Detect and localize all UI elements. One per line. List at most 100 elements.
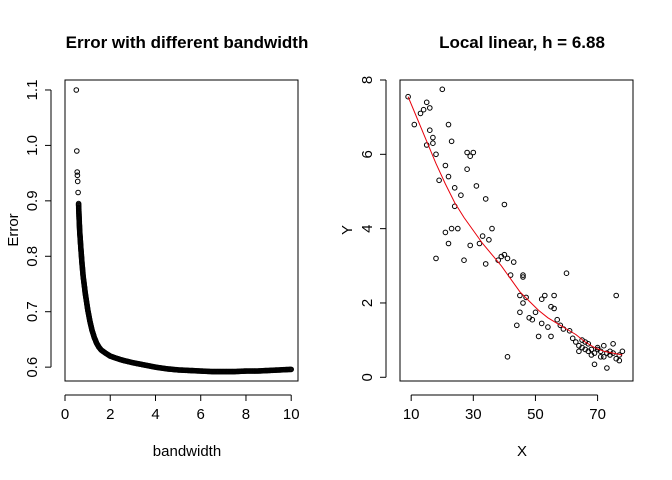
y-tick-label: 0.8 xyxy=(24,246,41,267)
data-point xyxy=(405,93,411,100)
data-point xyxy=(517,309,523,316)
data-point xyxy=(535,333,542,340)
x-axis: 0 2 4 6 8 10 xyxy=(61,394,300,423)
y-tick-label: 8 xyxy=(359,76,376,84)
data-point xyxy=(551,292,557,299)
data-point xyxy=(523,294,529,301)
plot-frame xyxy=(64,79,299,382)
data-point xyxy=(439,86,446,93)
chart-title: Error with different bandwidth xyxy=(66,33,309,52)
data-point xyxy=(566,328,573,334)
data-point xyxy=(613,292,620,299)
x-axis: 10 30 50 70 xyxy=(403,394,606,423)
data-point xyxy=(501,201,508,208)
data-point xyxy=(551,305,557,312)
x-tick-label: 10 xyxy=(403,406,420,423)
data-point xyxy=(542,292,548,299)
data-point xyxy=(411,121,418,128)
x-axis-title: X xyxy=(517,443,527,460)
data-point xyxy=(473,183,480,189)
chart-title: Local linear, h = 6.88 xyxy=(439,33,605,52)
data-point xyxy=(430,134,436,141)
data-point xyxy=(610,341,616,347)
y-tick-label: 6 xyxy=(359,150,376,158)
data-point xyxy=(489,225,495,232)
data-point xyxy=(479,233,486,239)
data-point xyxy=(464,166,470,172)
data-point xyxy=(601,354,607,360)
data-point xyxy=(445,173,452,180)
data-point xyxy=(520,272,526,278)
error-bandwidth-panel: Error with different bandwidth bandwidth… xyxy=(5,33,308,460)
y-tick-label: 1.0 xyxy=(24,135,41,156)
fit-layer xyxy=(407,96,623,356)
x-tick-label: 10 xyxy=(283,406,300,423)
data-point xyxy=(591,361,598,368)
data-point xyxy=(476,240,483,247)
fit-line xyxy=(407,96,623,356)
data-point xyxy=(585,341,592,347)
data-point xyxy=(482,261,489,267)
error-points xyxy=(73,87,295,375)
data-point xyxy=(461,257,467,264)
y-tick-label: 2 xyxy=(359,299,376,307)
data-point xyxy=(433,151,439,158)
data-point xyxy=(451,185,458,191)
data-point xyxy=(448,138,455,145)
data-point xyxy=(448,225,455,232)
data-point xyxy=(73,87,80,93)
data-point xyxy=(436,177,442,184)
data-point xyxy=(74,172,81,179)
x-tick-label: 50 xyxy=(527,406,544,423)
data-point xyxy=(569,335,576,342)
data-point xyxy=(588,346,595,353)
data-point xyxy=(458,192,464,198)
data-point xyxy=(520,300,526,306)
plot-frame xyxy=(399,79,634,382)
data-point xyxy=(427,105,433,111)
x-tick-label: 70 xyxy=(589,406,606,423)
data-point xyxy=(417,110,424,117)
y-tick-label: 4 xyxy=(359,224,376,232)
data-point xyxy=(470,149,477,156)
data-point xyxy=(557,322,564,329)
data-point xyxy=(430,140,436,146)
data-point xyxy=(554,316,561,323)
data-point xyxy=(486,237,492,243)
data-point xyxy=(545,324,551,330)
y-axis: 0.6 0.7 0.8 0.9 1.0 1.1 xyxy=(24,80,52,378)
data-point xyxy=(504,354,511,360)
data-point xyxy=(576,348,582,355)
data-point xyxy=(538,320,545,327)
data-point xyxy=(510,259,517,265)
x-tick-label: 0 xyxy=(61,406,69,423)
data-point xyxy=(464,149,470,156)
data-point xyxy=(514,322,520,329)
data-points xyxy=(405,86,626,371)
data-point xyxy=(573,339,579,345)
y-axis: 0 2 4 6 8 xyxy=(359,76,387,381)
data-point xyxy=(427,127,433,133)
data-point xyxy=(433,255,439,262)
data-point xyxy=(420,106,427,113)
x-axis-title: bandwidth xyxy=(153,443,221,460)
x-tick-label: 4 xyxy=(151,406,159,423)
y-tick-label: 0.9 xyxy=(24,190,41,211)
data-point xyxy=(74,169,80,175)
data-point xyxy=(74,178,81,185)
data-point xyxy=(591,350,598,356)
data-point xyxy=(597,354,604,360)
data-point xyxy=(287,366,294,373)
data-point xyxy=(445,121,452,128)
data-point xyxy=(616,357,623,364)
data-point xyxy=(604,365,610,371)
data-point xyxy=(423,99,430,106)
data-point xyxy=(538,296,545,303)
x-tick-label: 2 xyxy=(106,406,114,423)
data-point xyxy=(423,142,430,148)
data-point xyxy=(520,274,526,280)
data-point xyxy=(548,333,554,340)
data-point xyxy=(601,342,607,349)
local-linear-panel: Local linear, h = 6.88 X Y 10 30 50 70 0 2 4 6… xyxy=(339,33,634,460)
